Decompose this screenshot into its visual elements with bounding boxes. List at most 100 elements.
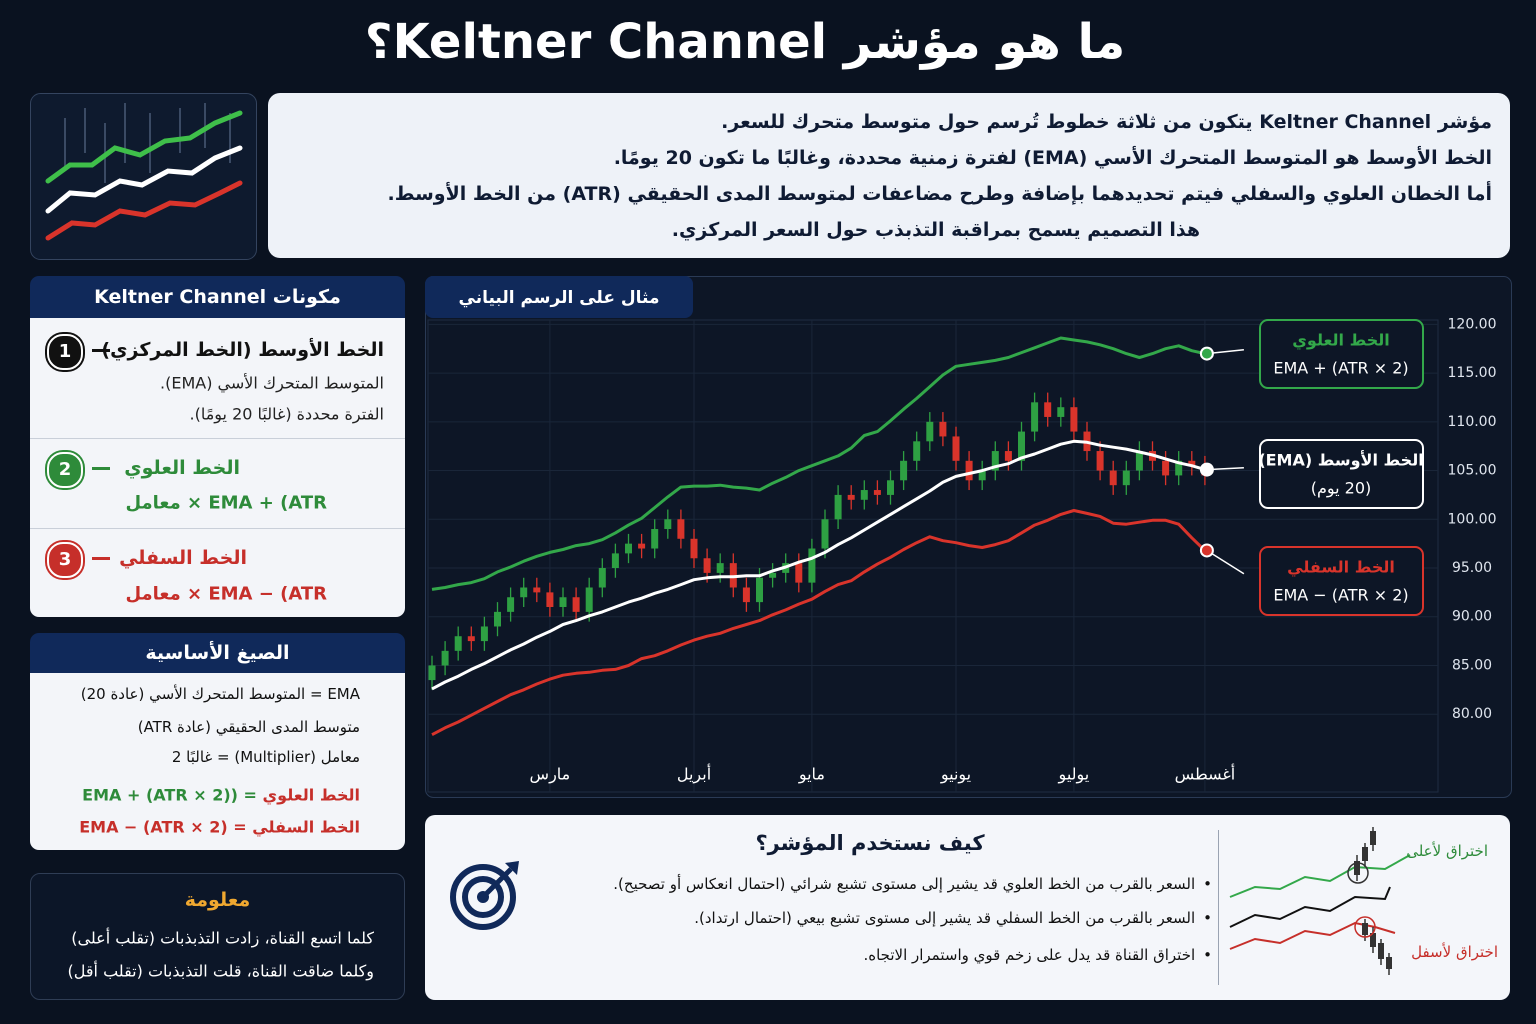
callout-formula: EMA + (ATR × 2) [1273, 359, 1408, 378]
info-line: وكلما ضاقت القناة، قلت التذبذبات (تقلب أ… [67, 961, 374, 981]
candle-body [756, 577, 763, 603]
candle-body [965, 460, 973, 481]
candle-body [1044, 402, 1052, 417]
formula-row: الخط السفلي = EMA − (ATR × 2) [79, 818, 360, 837]
candle-body [1188, 460, 1196, 466]
usage-box: كيف نستخدم المؤشر؟ السعر بالقرب من الخط … [425, 815, 1510, 1000]
formula: = (EMA + (ATR × 2) [82, 785, 257, 805]
item-line: EMA + (ATR × معامل [125, 492, 327, 514]
candle-body [533, 587, 541, 593]
item-line: المتوسط المتحرك الأسي (EMA). [160, 373, 384, 393]
dash [92, 349, 110, 352]
candle-body [991, 451, 999, 471]
candle-body [507, 597, 515, 612]
candle-body [572, 597, 580, 612]
components-body: 1 الخط الأوسط (الخط المركزي) المتوسط الم… [30, 318, 405, 617]
usage-bullet: السعر بالقرب من الخط السفلي قد يشير إلى … [694, 909, 1212, 927]
x-tick-label: مارس [530, 765, 571, 785]
formulas-title: الصيغ الأساسية [30, 633, 405, 673]
y-tick-label: 120.00 [1448, 316, 1497, 332]
candle-body [454, 636, 462, 651]
badge [425, 276, 693, 318]
candle-body [441, 650, 449, 666]
y-tick-label: 115.00 [1448, 365, 1497, 381]
icon-box [30, 93, 257, 260]
candle-body [900, 460, 908, 481]
candle-body [467, 636, 475, 642]
legend-label: الخط السفلي [1287, 558, 1395, 578]
candle-body [913, 441, 921, 461]
candle-body [1057, 407, 1065, 417]
info-box: معلومة كلما اتسع القناة، زادت التذبذبات … [30, 873, 405, 1000]
candle-body [1162, 460, 1170, 476]
candle-body [939, 421, 947, 437]
formula-line: معامل (Multiplier) = غالبًا 2 [171, 748, 360, 766]
candle-body [808, 548, 816, 583]
candle-body [926, 421, 934, 442]
chart: مثال على الرسم البياني 80.00 85.00 90.00 95.… [425, 276, 1512, 798]
item-line: EMA − (ATR × معامل [125, 583, 327, 605]
candle-body [1031, 402, 1039, 432]
candle-body [677, 519, 685, 539]
candle-body [1018, 431, 1025, 461]
breakout-sketch [1229, 827, 1411, 975]
candle-body [769, 572, 777, 578]
target-icon [450, 861, 519, 930]
series-end-dot [1199, 543, 1214, 558]
callout-formula: (20 يوم) [1311, 479, 1372, 499]
formulas-body: EMA = المتوسط المتحرك الأسي (عادة 20) مت… [30, 673, 405, 850]
item-title: الخط السفلي [119, 547, 247, 569]
x-tick-label: يونيو [940, 765, 971, 785]
divider [1218, 830, 1219, 985]
info-title: معلومة [184, 889, 251, 911]
formula-label: الخط السفلي [252, 817, 360, 837]
badge-label: مثال على الرسم البياني [459, 288, 660, 308]
item-line: الفترة محددة (غالبًا 20 يومًا). [189, 404, 384, 424]
divider [30, 528, 405, 529]
y-tick-label: 80.00 [1452, 706, 1492, 722]
chart-frame [425, 276, 1512, 798]
formula: = EMA − (ATR × 2) [79, 817, 247, 837]
candle-body [821, 519, 829, 549]
legend-label: الخط الأوسط (EMA) [1258, 451, 1423, 470]
usage-bullet: اختراق القناة قد يدل على زخم قوي واستمرا… [863, 946, 1212, 964]
candle-body [520, 587, 528, 598]
x-tick-label: يوليو [1058, 765, 1090, 785]
candle-body [1135, 451, 1143, 471]
intro-box: مؤشر Keltner Channel يتكون من ثلاثة خطوط… [268, 93, 1510, 258]
callout-box [1259, 439, 1424, 509]
candle-body [1175, 460, 1183, 476]
item-number: 1 [47, 334, 83, 370]
candle-body [703, 558, 711, 573]
candle-body [742, 587, 750, 603]
legend-label: الخط العلوي [1292, 331, 1389, 351]
formula-row: الخط العلوي = (EMA + (ATR × 2) [82, 786, 360, 805]
candle-body [860, 490, 868, 500]
candle-body [625, 543, 632, 554]
y-tick-label: 105.00 [1448, 463, 1497, 479]
candle-body [664, 519, 672, 530]
y-tick-label: 110.00 [1448, 414, 1497, 430]
candle-body [585, 587, 593, 612]
item-number: 3 [47, 542, 83, 578]
candle-body [873, 490, 881, 495]
intro-line: مؤشر Keltner Channel يتكون من ثلاثة خطوط… [721, 111, 1492, 133]
y-tick-label: 95.00 [1452, 560, 1492, 576]
channel-line [431, 509, 1206, 737]
candle-body [428, 665, 436, 681]
intro-line: هذا التصميم يسمح بمراقبة التذبذب حول الس… [671, 219, 1200, 241]
candle-body [716, 563, 724, 573]
channel-line [431, 439, 1206, 691]
page-title: ما هو مؤشر Keltner Channel؟ [364, 14, 1126, 70]
candle-body [690, 538, 698, 559]
candle-body [598, 568, 606, 588]
item-title: الخط العلوي [124, 457, 240, 479]
candle-body [651, 529, 659, 549]
divider [30, 438, 405, 439]
breakout-label: اختراق لأسفل [1411, 943, 1498, 961]
candle-body [1122, 470, 1130, 486]
intro-line: أما الخطان العلوي والسفلي فيتم تحديدهما … [387, 183, 1492, 205]
breakout-label: اختراق لأعلى [1406, 842, 1488, 860]
y-tick-label: 85.00 [1452, 657, 1492, 673]
